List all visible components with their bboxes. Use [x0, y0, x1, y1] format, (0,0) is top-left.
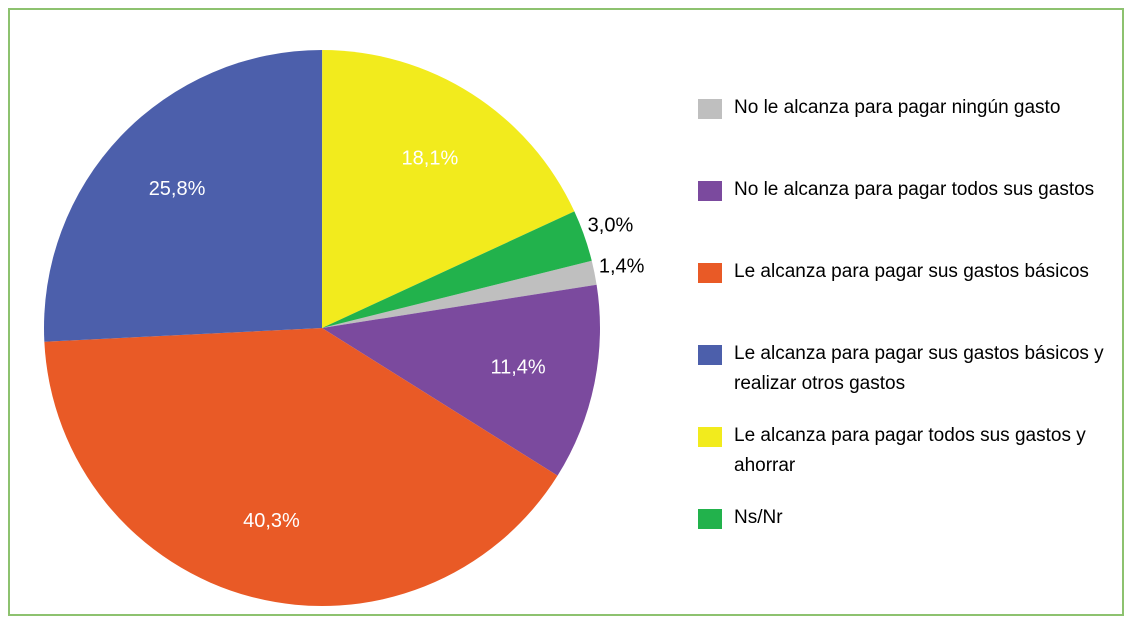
legend-item: Le alcanza para pagar sus gastos básicos… [698, 339, 1118, 421]
data-label: 40,3% [243, 510, 300, 532]
pie-slice [322, 284, 600, 476]
data-label: 11,4% [490, 356, 545, 378]
legend-label: Le alcanza para pagar sus gastos básicos… [734, 343, 1104, 394]
legend-label: Le alcanza para pagar sus gastos básicos [734, 261, 1089, 282]
pie-slice [322, 50, 575, 329]
legend: No le alcanza para pagar ningún gasto No … [698, 93, 1118, 585]
data-label: 1,4% [599, 255, 645, 277]
legend-swatch [698, 345, 722, 365]
legend-item: Le alcanza para pagar sus gastos básicos [698, 257, 1118, 339]
pie-slice [322, 211, 592, 328]
legend-label: No le alcanza para pagar todos sus gasto… [734, 179, 1095, 200]
legend-swatch [698, 181, 722, 201]
legend-label: Ns/Nr [734, 507, 783, 528]
pie-slice [322, 260, 597, 328]
legend-item: Ns/Nr [698, 503, 1118, 585]
legend-swatch [698, 509, 722, 529]
legend-swatch [698, 427, 722, 447]
legend-item: No le alcanza para pagar todos sus gasto… [698, 175, 1118, 257]
data-label: 25,8% [149, 178, 206, 200]
frame [8, 8, 1124, 616]
data-label: 3,0% [588, 215, 634, 237]
data-label: 18,1% [402, 148, 459, 170]
legend-item: No le alcanza para pagar ningún gasto [698, 93, 1118, 175]
legend-item: Le alcanza para pagar todos sus gastos y… [698, 421, 1118, 503]
legend-swatch [698, 263, 722, 283]
legend-label: Le alcanza para pagar todos sus gastos y… [734, 425, 1086, 476]
legend-swatch [698, 99, 722, 119]
pie-slice [44, 328, 558, 607]
legend-label: No le alcanza para pagar ningún gasto [734, 97, 1061, 118]
pie-slice [44, 50, 323, 342]
